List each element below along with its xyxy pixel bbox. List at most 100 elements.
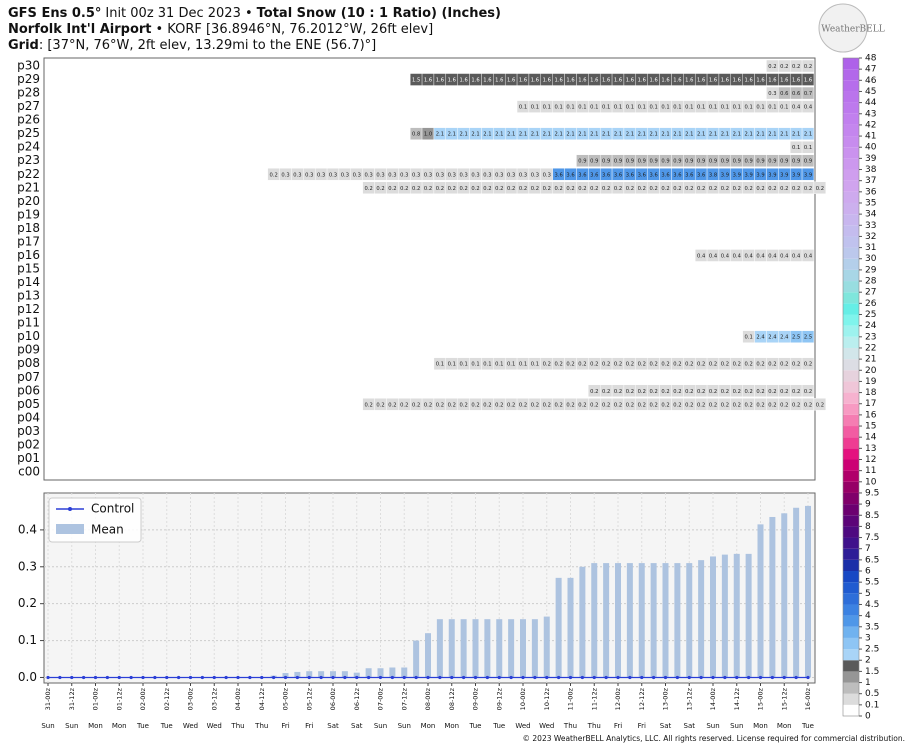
cell-label: 0.9	[650, 159, 658, 165]
row-label: p07	[17, 370, 40, 384]
bar	[567, 577, 574, 678]
cell-label: 0.2	[376, 402, 384, 408]
colorbar-label: 16	[865, 410, 877, 420]
row-label: p11	[17, 316, 40, 330]
cell-label: 0.2	[388, 402, 396, 408]
cell-label: 0.1	[733, 105, 741, 111]
cell-label: 0.2	[543, 402, 551, 408]
cell-label: 0.9	[638, 159, 646, 165]
day-label: Mon	[444, 722, 459, 730]
cell-label: 0.2	[756, 402, 764, 408]
legend-label: Mean	[91, 523, 124, 537]
control-dot	[141, 675, 145, 680]
colorbar-segment	[843, 470, 859, 482]
colorbar-segment	[843, 615, 859, 627]
cell-label: 0.2	[376, 186, 384, 192]
colorbar-label: 5	[865, 589, 871, 599]
colorbar-label: 42	[865, 120, 876, 130]
colorbar-label: 30	[865, 254, 877, 264]
x-tick-label: 07-00z	[377, 687, 385, 710]
cell-label: 0.2	[685, 186, 693, 192]
control-dot	[70, 675, 74, 680]
cell-label: 0.4	[768, 253, 777, 259]
cell-label: 0.2	[733, 402, 741, 408]
cell-label: 2.1	[661, 132, 669, 138]
cell-label: 0.4	[697, 253, 706, 259]
colorbar-segment	[843, 147, 859, 159]
cell-label: 0.3	[353, 172, 361, 178]
cell-label: 0.2	[495, 402, 503, 408]
bar	[698, 560, 705, 678]
cell-label: 0.3	[388, 172, 396, 178]
day-label: Tue	[160, 722, 173, 730]
control-dot	[283, 675, 288, 680]
control-dot	[450, 675, 454, 680]
row-label: p26	[17, 113, 40, 127]
cell-label: 0.2	[436, 402, 444, 408]
cell-label: 0.3	[448, 172, 456, 178]
cell-label: 1.6	[543, 78, 551, 84]
cell-label: 0.3	[305, 172, 313, 178]
cell-label: 0.2	[792, 389, 800, 395]
control-dot	[557, 675, 561, 680]
cell-label: 0.2	[745, 362, 753, 368]
colorbar-segment	[843, 392, 859, 404]
cell-label: 0.9	[590, 159, 598, 165]
cell-label: 0.2	[697, 186, 705, 192]
colorbar-label: 15	[865, 422, 876, 432]
cell-label: 1.6	[780, 78, 788, 84]
x-tick-label: 03-12z	[210, 687, 218, 710]
colorbar-label: 0.5	[865, 689, 879, 699]
cell-label: 2.1	[566, 132, 574, 138]
colorbar-segment	[843, 314, 859, 326]
cell-label: 0.4	[709, 253, 718, 259]
cell-label: 3.8	[709, 172, 717, 178]
cell-label: 0.3	[317, 172, 325, 178]
cell-label: 0.2	[436, 186, 444, 192]
control-dot	[711, 675, 715, 680]
bar	[294, 671, 301, 678]
control-dot	[735, 675, 739, 680]
cell-label: 0.2	[661, 389, 669, 395]
colorbar-label: 48	[865, 54, 877, 64]
colorbar-label: 9.5	[865, 488, 879, 498]
cell-label: 3.6	[614, 172, 622, 178]
control-dot	[260, 675, 264, 680]
colorbar-segment	[843, 269, 859, 282]
row-label: p22	[17, 167, 40, 181]
cell-label: 1.6	[792, 78, 800, 84]
cell-label: 0.2	[388, 186, 396, 192]
cell-label: 1.6	[661, 78, 669, 84]
colorbar-label: 6	[865, 567, 871, 577]
cell-label: 0.1	[531, 105, 539, 111]
cell-label: 0.1	[448, 362, 456, 368]
bar	[626, 563, 633, 678]
colorbar-segment	[843, 548, 859, 560]
cell-label: 0.2	[804, 402, 812, 408]
cell-label: 0.2	[424, 402, 432, 408]
cell-label: 0.2	[543, 186, 551, 192]
x-tick-label: 11-00z	[567, 687, 575, 710]
control-dot	[46, 675, 50, 680]
control-dot	[699, 675, 703, 680]
bar	[721, 554, 728, 678]
cell-label: 0.2	[673, 362, 681, 368]
cell-label: 2.1	[507, 132, 515, 138]
cell-label: 0.2	[638, 389, 646, 395]
bar	[413, 640, 420, 678]
row-label: p15	[17, 262, 40, 276]
cell-label: 0.4	[733, 253, 742, 259]
colorbar-label: 4.5	[865, 600, 879, 610]
colorbar-segment	[843, 180, 859, 192]
cell-label: 0.2	[555, 402, 563, 408]
x-tick-label: 11-12z	[590, 687, 598, 710]
cell-label: 0.2	[602, 186, 610, 192]
control-dot	[212, 675, 216, 680]
grid-label: Grid	[8, 38, 39, 53]
colorbar-segment	[843, 426, 859, 438]
colorbar-segment	[843, 281, 859, 293]
day-label: Fri	[305, 722, 313, 730]
colorbar-segment	[843, 537, 859, 549]
cell-label: 0.9	[578, 159, 586, 165]
colorbar-label: 37	[865, 176, 876, 186]
